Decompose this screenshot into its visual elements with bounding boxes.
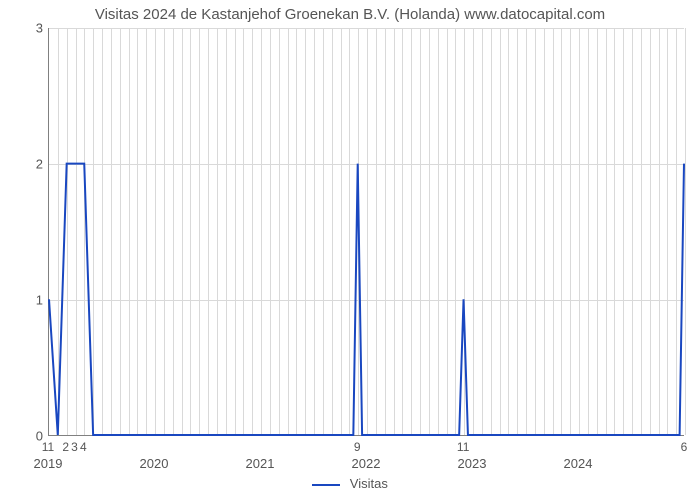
legend-label: Visitas — [350, 476, 388, 491]
x-major-label: 2020 — [140, 456, 169, 471]
x-major-label: 2022 — [352, 456, 381, 471]
x-minor-label: 2 — [62, 440, 69, 454]
chart-title: Visitas 2024 de Kastanjehof Groenekan B.… — [0, 6, 700, 23]
legend: Visitas — [0, 476, 700, 491]
y-tick-label: 2 — [25, 157, 43, 172]
y-tick-label: 1 — [25, 293, 43, 308]
x-minor-label: 9 — [354, 440, 361, 454]
x-major-label: 2021 — [246, 456, 275, 471]
legend-swatch — [312, 484, 340, 486]
x-minor-label: 11 — [457, 440, 469, 454]
y-tick-label: 3 — [25, 21, 43, 36]
x-minor-label: 6 — [681, 440, 688, 454]
x-major-label: 2024 — [564, 456, 593, 471]
y-tick-label: 0 — [25, 429, 43, 444]
x-major-label: 2019 — [34, 456, 63, 471]
plot-area — [48, 28, 684, 436]
x-minor-label: 4 — [80, 440, 87, 454]
x-minor-label: 3 — [71, 440, 78, 454]
x-major-label: 2023 — [458, 456, 487, 471]
line-series — [49, 28, 684, 435]
x-minor-label: 11 — [42, 440, 54, 454]
vgrid-minor — [685, 28, 686, 435]
